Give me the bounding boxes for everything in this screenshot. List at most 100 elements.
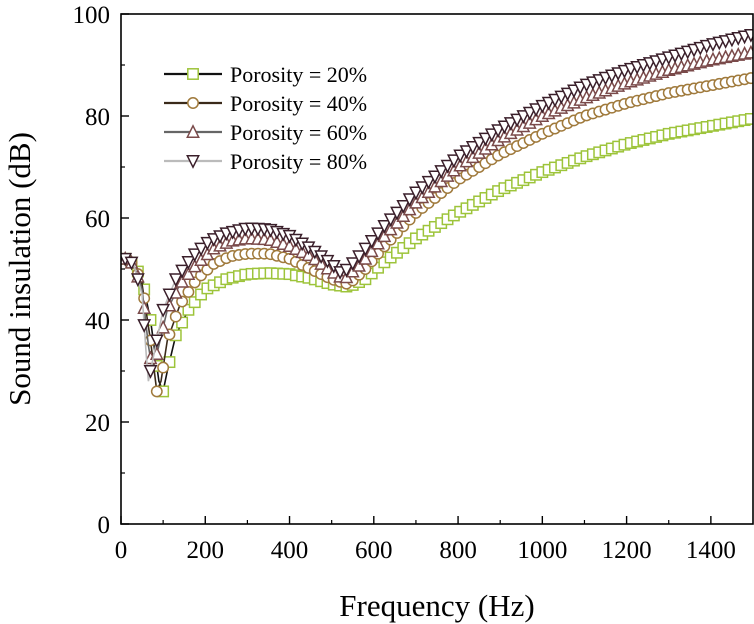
series-4-point bbox=[484, 128, 499, 143]
series-2 bbox=[121, 72, 753, 398]
series-4 bbox=[121, 28, 753, 382]
series-4-point bbox=[143, 365, 158, 379]
series-4-point bbox=[156, 303, 171, 318]
series-4-point bbox=[149, 334, 164, 349]
series-2-point bbox=[157, 361, 170, 374]
series-2-point bbox=[169, 310, 182, 323]
legend-item-3: Porosity = 60% bbox=[164, 120, 367, 145]
series-4-point bbox=[339, 263, 354, 278]
series-2-point bbox=[182, 286, 195, 298]
series-4-point bbox=[124, 256, 139, 271]
series-1-point bbox=[182, 303, 195, 316]
series-1 bbox=[121, 112, 753, 398]
series-2-point bbox=[150, 385, 163, 398]
y-axis-title: Sound insulation (dB) bbox=[2, 132, 37, 406]
legend-item-4: Porosity = 80% bbox=[164, 149, 367, 174]
series-4-point bbox=[522, 106, 537, 121]
series-2-point bbox=[744, 72, 753, 85]
series-4-point bbox=[377, 220, 392, 234]
series-4-point bbox=[743, 28, 753, 43]
series-4-point bbox=[478, 132, 493, 147]
x-axis-title: Frequency (Hz) bbox=[339, 588, 534, 623]
series-4-line bbox=[124, 33, 753, 382]
series-4-point bbox=[175, 264, 190, 279]
series-4-point bbox=[427, 170, 442, 185]
series-4-point bbox=[364, 235, 379, 249]
series-4-point bbox=[529, 103, 543, 118]
series-4-point bbox=[465, 141, 480, 155]
series-4-point bbox=[181, 256, 196, 270]
legend-item-1: Porosity = 20% bbox=[164, 62, 367, 87]
legend-label: Porosity = 80% bbox=[230, 149, 367, 174]
series-3-point bbox=[390, 214, 404, 229]
series-4-point bbox=[200, 236, 215, 251]
legend-label: Porosity = 40% bbox=[230, 91, 367, 116]
series-4-point bbox=[130, 273, 145, 288]
series-4-point bbox=[396, 199, 411, 214]
x-tick-label: 800 bbox=[439, 537, 477, 564]
series-4-point bbox=[421, 175, 436, 190]
series-4-point bbox=[446, 154, 461, 169]
series-4-point bbox=[453, 149, 468, 164]
y-tick-label: 20 bbox=[85, 410, 110, 437]
series-4-point bbox=[434, 165, 449, 179]
legend-label: Porosity = 60% bbox=[230, 120, 367, 145]
y-tick-label: 0 bbox=[98, 512, 111, 539]
series-1-point bbox=[744, 112, 753, 125]
x-tick-label: 1400 bbox=[686, 537, 736, 564]
series-4-point bbox=[390, 206, 404, 221]
series-3-point bbox=[358, 250, 373, 265]
series-4-point bbox=[497, 120, 512, 135]
series-4-point bbox=[415, 181, 430, 196]
x-tick-label: 400 bbox=[271, 537, 309, 564]
series-4-point bbox=[383, 213, 398, 228]
series-3-point bbox=[743, 44, 753, 59]
series-4-point bbox=[402, 193, 417, 208]
y-tick-label: 80 bbox=[85, 104, 110, 131]
series-4-point bbox=[459, 145, 474, 160]
series-3-point bbox=[383, 221, 398, 236]
series-4-point bbox=[358, 242, 373, 257]
series-4-point bbox=[503, 117, 518, 131]
series-2-point bbox=[176, 295, 189, 308]
series-4-point bbox=[162, 288, 177, 303]
y-tick-label: 40 bbox=[85, 308, 110, 335]
series-4-point bbox=[371, 227, 385, 242]
series-3-point bbox=[377, 228, 392, 243]
series-4-point bbox=[516, 110, 531, 125]
series-1-point bbox=[188, 296, 201, 309]
series-3-point bbox=[352, 257, 366, 272]
series-4-point bbox=[187, 248, 202, 263]
y-tick-label: 60 bbox=[85, 206, 110, 233]
legend: Porosity = 20% Porosity = 40% Porosity = 6… bbox=[164, 62, 367, 174]
series-4-point bbox=[168, 273, 183, 288]
series-3-point bbox=[402, 201, 417, 216]
series-3-point bbox=[396, 208, 411, 223]
series-3-point bbox=[175, 273, 190, 288]
series-4-point bbox=[137, 319, 152, 333]
series-3-point bbox=[364, 243, 379, 258]
series-4-point bbox=[440, 159, 455, 174]
series-3-point bbox=[181, 266, 196, 281]
series-1-point bbox=[195, 288, 208, 301]
legend-marker bbox=[187, 68, 199, 80]
series-1-line bbox=[124, 117, 753, 395]
legend-marker bbox=[186, 124, 200, 138]
legend-marker bbox=[186, 155, 200, 169]
series-4-point bbox=[491, 124, 506, 139]
series-4-point bbox=[510, 113, 524, 128]
x-tick-label: 1000 bbox=[517, 537, 567, 564]
legend-item-2: Porosity = 40% bbox=[164, 91, 367, 116]
x-tick-label: 1200 bbox=[602, 537, 652, 564]
x-tick-label: 600 bbox=[355, 537, 393, 564]
x-tick-label: 0 bbox=[115, 537, 128, 564]
legend-label: Porosity = 20% bbox=[230, 62, 367, 87]
x-tick-label: 200 bbox=[187, 537, 225, 564]
series-4-point bbox=[345, 257, 360, 272]
series-1-point bbox=[176, 316, 189, 329]
series-3-point bbox=[371, 235, 385, 250]
series-4-point bbox=[409, 186, 423, 201]
series-3 bbox=[121, 44, 753, 372]
y-tick-label: 100 bbox=[73, 2, 111, 29]
